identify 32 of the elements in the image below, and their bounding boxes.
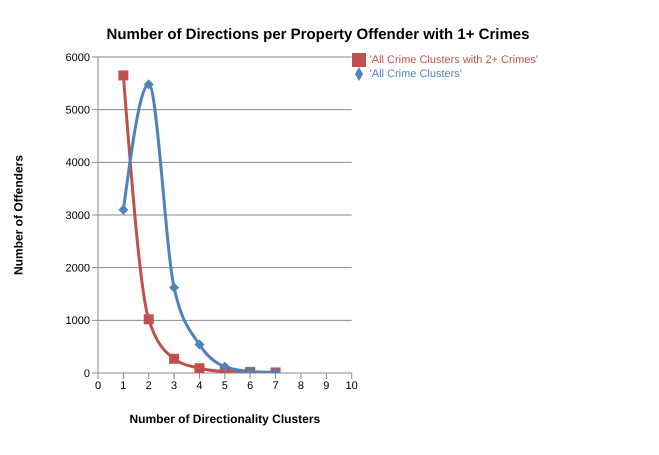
x-axis-title: Number of Directionality Clusters (129, 412, 321, 426)
x-tick-label: 2 (146, 380, 152, 392)
y-tick-label: 3000 (66, 210, 90, 222)
point (118, 70, 128, 80)
point (194, 340, 204, 350)
x-tick-label: 9 (323, 380, 330, 392)
x-tick-label: 3 (171, 380, 178, 392)
y-tick-label: 4000 (66, 157, 90, 170)
x-tick-label: 8 (298, 380, 304, 392)
x-tick-label: 1 (120, 380, 126, 392)
point (144, 314, 154, 324)
y-tick-label: 6000 (66, 52, 90, 64)
point (169, 354, 180, 364)
x-tick-label: 5 (222, 380, 228, 392)
legend-label: 'All Crime Clusters with 2+ Crimes' (370, 54, 538, 66)
y-tick-label: 1000 (66, 315, 90, 328)
point (118, 204, 128, 215)
x-tick-label: 7 (272, 380, 279, 392)
x-tick-label: 4 (196, 380, 203, 392)
chart-title: Number of Directions per Property Offender with 1+ Crimes (105, 25, 530, 43)
point (144, 79, 154, 90)
y-tick-label: 5000 (66, 104, 90, 117)
x-tick-label: 10 (346, 380, 358, 392)
point (194, 363, 204, 373)
point (220, 362, 230, 372)
x-tick-label: 0 (94, 380, 102, 392)
y-tick-label: 0 (84, 368, 90, 380)
point (169, 282, 180, 293)
y-axis-title: Number of Offenders (11, 154, 26, 276)
x-tick-label: 6 (247, 380, 254, 392)
legend-label: 'All Crime Clusters' (370, 68, 462, 80)
y-tick-label: 2000 (66, 262, 90, 275)
